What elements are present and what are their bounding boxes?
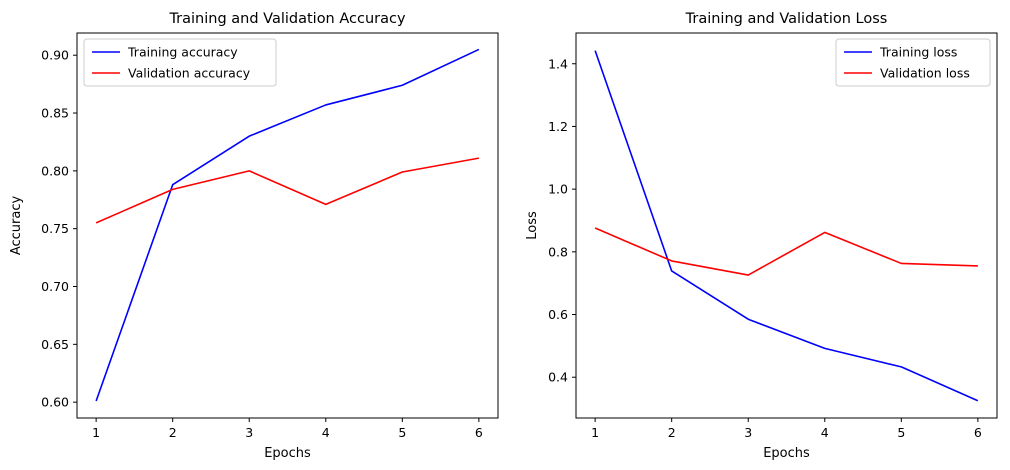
legend-box bbox=[83, 38, 277, 87]
plot-area-frame bbox=[76, 32, 499, 419]
y-tick-label: 1.4 bbox=[548, 56, 568, 71]
x-tick-label: 2 bbox=[169, 425, 177, 440]
series-line-training bbox=[95, 48, 480, 402]
x-tick-label: 1 bbox=[591, 425, 599, 440]
x-tick-label: 1 bbox=[92, 425, 100, 440]
x-tick-label: 6 bbox=[475, 425, 483, 440]
x-axis-label: Epochs bbox=[264, 446, 311, 461]
legend-label: Training loss bbox=[879, 45, 957, 60]
x-axis-label: Epochs bbox=[763, 446, 810, 461]
y-tick-label: 0.65 bbox=[41, 337, 69, 352]
legend-label: Validation loss bbox=[880, 66, 970, 81]
legend-box bbox=[835, 38, 991, 87]
y-tick-label: 0.8 bbox=[548, 244, 568, 259]
y-axis-label: Accuracy bbox=[9, 196, 24, 256]
y-tick-label: 1.2 bbox=[548, 119, 568, 134]
y-tick-label: 1.0 bbox=[548, 182, 568, 197]
plot-area-frame bbox=[575, 32, 998, 419]
y-axis-label: Loss bbox=[525, 211, 540, 240]
series-line-training bbox=[594, 50, 979, 402]
y-tick-label: 0.75 bbox=[41, 221, 69, 236]
series-line-validation bbox=[95, 157, 480, 224]
accuracy-chart: Training and Validation Accuracy 1 2 3 4 5 6 0.… bbox=[9, 11, 499, 461]
chart-title: Training and Validation Loss bbox=[685, 11, 888, 27]
series-line-validation bbox=[594, 227, 978, 276]
y-tick-label: 0.85 bbox=[41, 106, 69, 121]
chart-title: Training and Validation Accuracy bbox=[168, 11, 406, 27]
x-tick-label: 5 bbox=[897, 425, 905, 440]
legend-label: Training accuracy bbox=[127, 45, 238, 60]
legend: Training loss Validation loss bbox=[835, 38, 991, 87]
y-tick-label: 0.60 bbox=[41, 395, 69, 410]
y-tick-label: 0.4 bbox=[548, 370, 568, 385]
x-tick-label: 2 bbox=[668, 425, 676, 440]
loss-chart: Training and Validation Loss 1 2 3 4 5 6 0.4 0.6… bbox=[525, 11, 998, 461]
legend-label: Validation accuracy bbox=[128, 66, 251, 81]
x-tick-label: 4 bbox=[322, 425, 330, 440]
y-tick-label: 0.80 bbox=[41, 163, 69, 178]
x-tick-label: 4 bbox=[821, 425, 829, 440]
x-tick-label: 3 bbox=[744, 425, 752, 440]
y-tick-label: 0.6 bbox=[548, 307, 568, 322]
y-tick-label: 0.70 bbox=[41, 279, 69, 294]
x-tick-label: 6 bbox=[974, 425, 982, 440]
x-tick-label: 3 bbox=[245, 425, 253, 440]
x-tick-label: 5 bbox=[398, 425, 406, 440]
y-tick-label: 0.90 bbox=[41, 48, 69, 63]
legend: Training accuracy Validation accuracy bbox=[83, 38, 277, 87]
